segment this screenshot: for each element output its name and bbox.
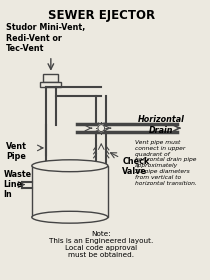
Circle shape — [98, 125, 105, 132]
Text: Note:
This is an Engineered layout.
Local code approval
must be obtained.: Note: This is an Engineered layout. Loca… — [49, 231, 153, 258]
Text: Vent
Pipe: Vent Pipe — [6, 142, 27, 161]
Bar — [32, 166, 108, 217]
Bar — [40, 81, 61, 87]
Text: SEWER EJECTOR: SEWER EJECTOR — [48, 9, 155, 22]
Text: Waste
Line
In: Waste Line In — [3, 170, 32, 199]
Text: Horizontal
Drain: Horizontal Drain — [138, 115, 185, 135]
Ellipse shape — [32, 211, 108, 223]
Text: Studor Mini-Vent,
Redi-Vent or
Tec-Vent: Studor Mini-Vent, Redi-Vent or Tec-Vent — [6, 23, 85, 53]
Text: Vent pipe must
connect in upper
quadrant of
horizontal drain pipe
approximately
: Vent pipe must connect in upper quadrant… — [135, 140, 196, 186]
Text: Check
Valve: Check Valve — [122, 157, 150, 176]
Bar — [43, 74, 58, 81]
Ellipse shape — [32, 160, 108, 172]
